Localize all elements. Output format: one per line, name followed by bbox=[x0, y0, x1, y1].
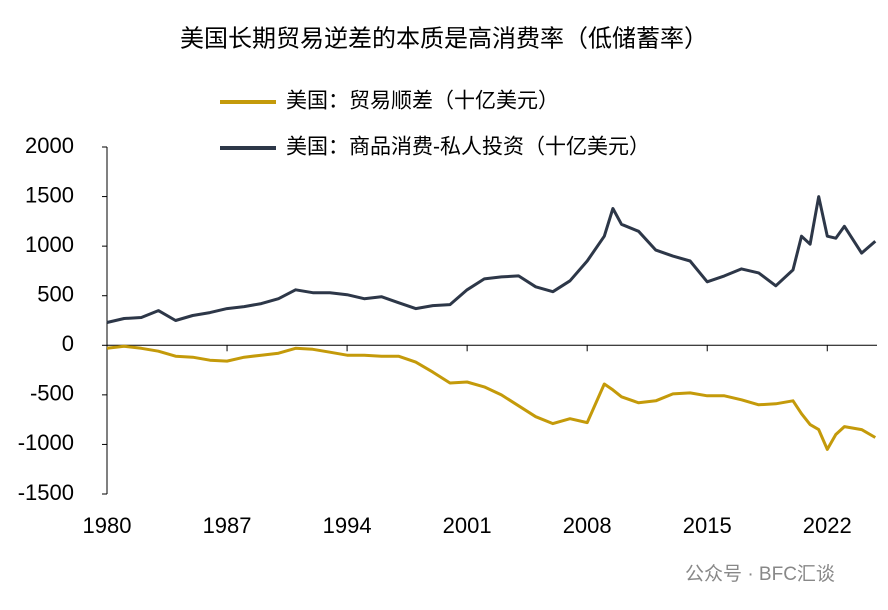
chart-title: 美国长期贸易逆差的本质是高消费率（低储蓄率） bbox=[180, 25, 708, 52]
legend-label: 美国：商品消费-私人投资（十亿美元） bbox=[286, 136, 650, 159]
y-tick-label: 0 bbox=[62, 331, 74, 356]
y-tick-label: 1000 bbox=[25, 232, 74, 257]
x-tick-label: 1994 bbox=[323, 513, 372, 538]
x-tick-label: 2001 bbox=[443, 513, 492, 538]
y-tick-label: -500 bbox=[30, 381, 74, 406]
y-tick-label: 2000 bbox=[25, 133, 74, 158]
x-tick-label: 2015 bbox=[683, 513, 732, 538]
x-tick-label: 2022 bbox=[803, 513, 852, 538]
y-tick-label: 1500 bbox=[25, 182, 74, 207]
series-line bbox=[106, 195, 877, 324]
x-tick-label: 2008 bbox=[563, 513, 612, 538]
y-tick-label: 500 bbox=[37, 282, 74, 307]
y-tick-label: -1500 bbox=[18, 480, 74, 505]
legend-label: 美国：贸易顺差（十亿美元） bbox=[286, 90, 559, 113]
x-tick-label: 1980 bbox=[83, 513, 132, 538]
watermark: 公众号 · BFC汇谈 bbox=[685, 563, 835, 585]
series-line bbox=[106, 344, 877, 451]
y-tick-label: -1000 bbox=[18, 430, 74, 455]
x-tick-label: 1987 bbox=[203, 513, 252, 538]
